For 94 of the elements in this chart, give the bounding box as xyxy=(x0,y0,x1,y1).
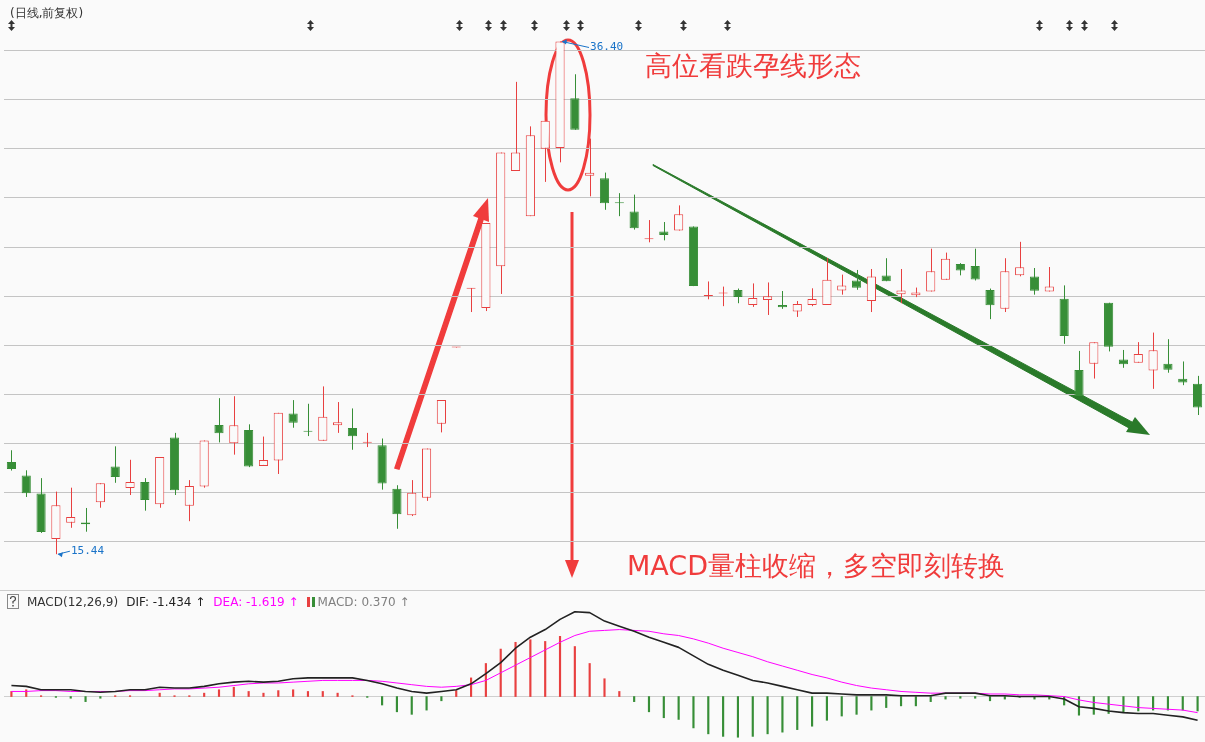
candlestick xyxy=(1192,375,1203,416)
candlestick xyxy=(763,281,773,316)
candlestick xyxy=(1148,332,1158,390)
candlestick xyxy=(347,407,358,451)
bar xyxy=(662,696,665,719)
bar xyxy=(722,696,725,737)
bar xyxy=(247,691,250,697)
bar xyxy=(692,696,695,729)
bar xyxy=(425,696,428,711)
bar xyxy=(232,686,235,697)
chart-title: (日线,前复权) xyxy=(10,5,84,22)
bar xyxy=(618,691,621,697)
bar xyxy=(736,696,740,738)
chart-title: MACD(12,26,9) xyxy=(27,594,119,609)
bar xyxy=(1196,696,1199,712)
candlestick xyxy=(66,487,76,529)
bar xyxy=(84,696,87,702)
bar xyxy=(944,696,947,700)
legend-label: MACD: 0.370 ↑ xyxy=(317,594,410,609)
candlestick xyxy=(436,399,446,433)
candlestick xyxy=(1089,341,1099,380)
candlestick xyxy=(970,248,980,281)
candlestick xyxy=(407,479,417,517)
bar xyxy=(321,691,324,697)
bar xyxy=(69,696,72,699)
candlestick xyxy=(851,269,862,291)
bar xyxy=(825,696,828,721)
candlestick xyxy=(140,477,150,512)
candlestick xyxy=(585,138,595,197)
bar xyxy=(974,696,977,699)
bar xyxy=(959,696,962,699)
bar xyxy=(217,689,221,697)
candlestick xyxy=(674,204,684,232)
bar xyxy=(529,639,532,697)
bar xyxy=(440,696,443,702)
bar xyxy=(796,696,799,730)
bar xyxy=(558,636,562,697)
annotation: MACD量柱收缩，多空即刻转换 xyxy=(627,549,1005,583)
candlestick xyxy=(1015,241,1025,277)
bar xyxy=(899,696,903,707)
bar xyxy=(633,696,636,702)
candlestick xyxy=(318,385,328,442)
bar xyxy=(988,696,992,702)
bar xyxy=(647,696,651,713)
bar xyxy=(99,696,102,699)
bar xyxy=(885,696,888,708)
bar xyxy=(811,696,814,727)
bar xyxy=(914,696,917,707)
bar xyxy=(306,691,310,697)
bar xyxy=(262,692,265,697)
bar xyxy=(544,641,547,697)
candlestick xyxy=(866,268,876,313)
candlestick xyxy=(288,399,298,429)
candlestick xyxy=(510,81,521,172)
bar xyxy=(514,641,517,697)
bar xyxy=(292,689,295,697)
bar xyxy=(573,646,576,697)
candlestick xyxy=(1163,338,1173,374)
candlestick xyxy=(95,482,105,509)
candlestick xyxy=(392,484,402,530)
annotation: 高位看跌孕线形态 xyxy=(645,49,861,83)
bar xyxy=(929,696,932,702)
candlestick xyxy=(333,401,343,434)
candlestick xyxy=(229,395,239,456)
annotation: 15.44 xyxy=(70,544,105,558)
text: DIF: -1.434 ↑ xyxy=(126,594,206,609)
annotation: 36.40 xyxy=(590,40,624,54)
bar xyxy=(766,696,769,735)
bar xyxy=(870,696,873,711)
candlestick xyxy=(21,469,31,498)
bar xyxy=(677,696,680,720)
candlestick xyxy=(125,459,135,496)
bar xyxy=(410,696,413,715)
bar xyxy=(751,696,754,737)
candlestick xyxy=(214,397,224,443)
bar xyxy=(855,696,858,715)
candlestick xyxy=(599,172,610,211)
text: DEA: -1.619 ↑ xyxy=(213,594,299,609)
candlestick xyxy=(629,194,639,231)
bar xyxy=(395,696,398,713)
bar xyxy=(781,696,784,733)
candlestick xyxy=(926,248,936,292)
bar xyxy=(277,690,280,697)
bar xyxy=(840,696,843,717)
candlestick xyxy=(184,479,194,522)
bar xyxy=(603,678,606,697)
candlestick xyxy=(822,257,832,306)
candlestick xyxy=(837,274,847,296)
bar xyxy=(707,696,710,735)
candlestick xyxy=(940,252,951,281)
candlestick xyxy=(1074,350,1084,397)
candlestick xyxy=(110,445,120,484)
bar xyxy=(381,696,384,706)
bar xyxy=(588,663,591,697)
